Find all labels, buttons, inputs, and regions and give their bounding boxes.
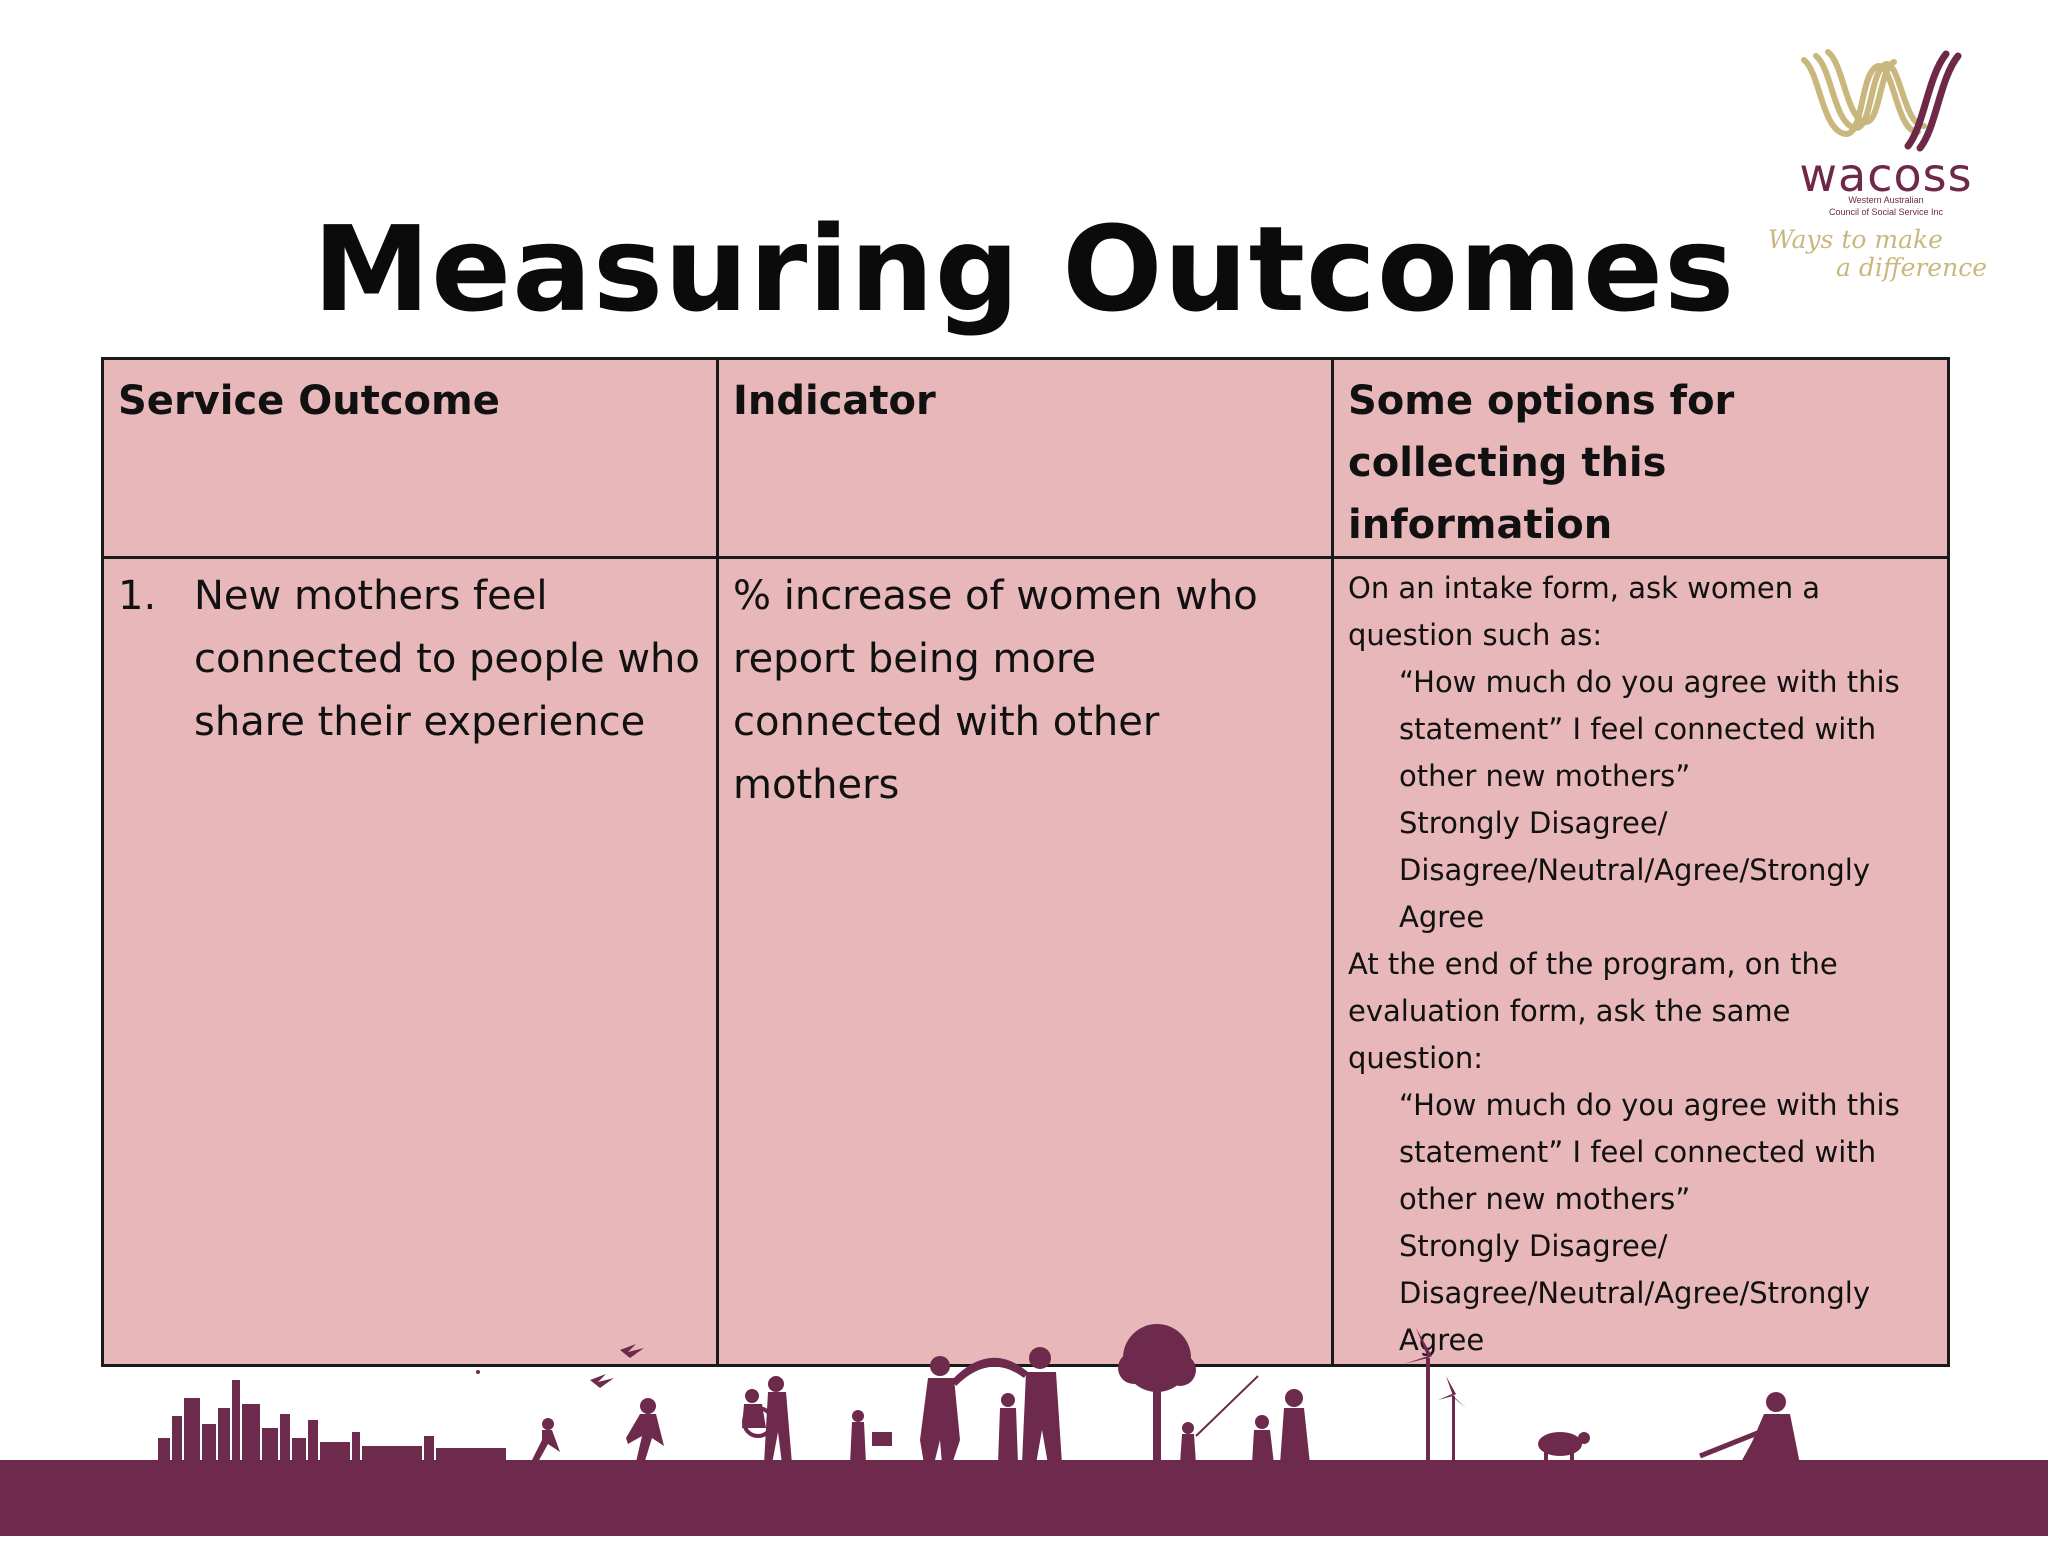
evaluation-scale: Strongly Disagree/ Disagree/Neutral/Agre… bbox=[1399, 1229, 1871, 1357]
footer-silhouette-banner bbox=[0, 1320, 2048, 1536]
header-service-outcome: Service Outcome bbox=[101, 357, 719, 559]
logo-subtitle-line1: Western Australian bbox=[1848, 195, 1924, 205]
evaluation-intro: At the end of the program, on the evalua… bbox=[1348, 947, 1838, 1075]
intake-intro: On an intake form, ask women a question … bbox=[1348, 571, 1821, 652]
header-collection-options: Some options for collecting this informa… bbox=[1331, 357, 1950, 559]
evaluation-question: “How much do you agree with this stateme… bbox=[1399, 1088, 1900, 1216]
logo-tagline: Ways to make a difference bbox=[1768, 226, 1988, 282]
slide-title: Measuring Outcomes bbox=[312, 200, 1736, 338]
logo-tagline-line1: Ways to make bbox=[1768, 225, 1943, 254]
intake-question: “How much do you agree with this stateme… bbox=[1399, 665, 1900, 793]
community-silhouette-icon bbox=[0, 1324, 2048, 1536]
outcome-text: New mothers feel connected to people who… bbox=[194, 573, 700, 745]
cell-collection-options: On an intake form, ask women a question … bbox=[1331, 556, 1950, 1367]
table-row: 1. New mothers feel connected to people … bbox=[101, 556, 1950, 1367]
logo-subtitle-line2: Council of Social Service Inc bbox=[1828, 207, 1944, 217]
table-header-row: Service Outcome Indicator Some options f… bbox=[101, 357, 1950, 559]
logo-tagline-line2: a difference bbox=[1836, 253, 1988, 282]
intake-scale: Strongly Disagree/ Disagree/Neutral/Agre… bbox=[1399, 806, 1871, 934]
cell-service-outcome: 1. New mothers feel connected to people … bbox=[101, 556, 719, 1367]
header-indicator: Indicator bbox=[716, 357, 1334, 559]
cell-indicator: % increase of women who report being mor… bbox=[716, 556, 1334, 1367]
logo-wordmark: wacoss bbox=[1799, 148, 1973, 202]
wacoss-logo: wacoss Western Australian Council of Soc… bbox=[1768, 36, 1988, 296]
wave-w-logo-icon bbox=[1801, 49, 1962, 152]
outcome-number: 1. bbox=[118, 573, 157, 619]
outcome-list-item: 1. New mothers feel connected to people … bbox=[118, 565, 702, 754]
logo-subtitle: Western Australian Council of Social Ser… bbox=[1806, 194, 1966, 218]
outcomes-table: Service Outcome Indicator Some options f… bbox=[101, 357, 1950, 1367]
